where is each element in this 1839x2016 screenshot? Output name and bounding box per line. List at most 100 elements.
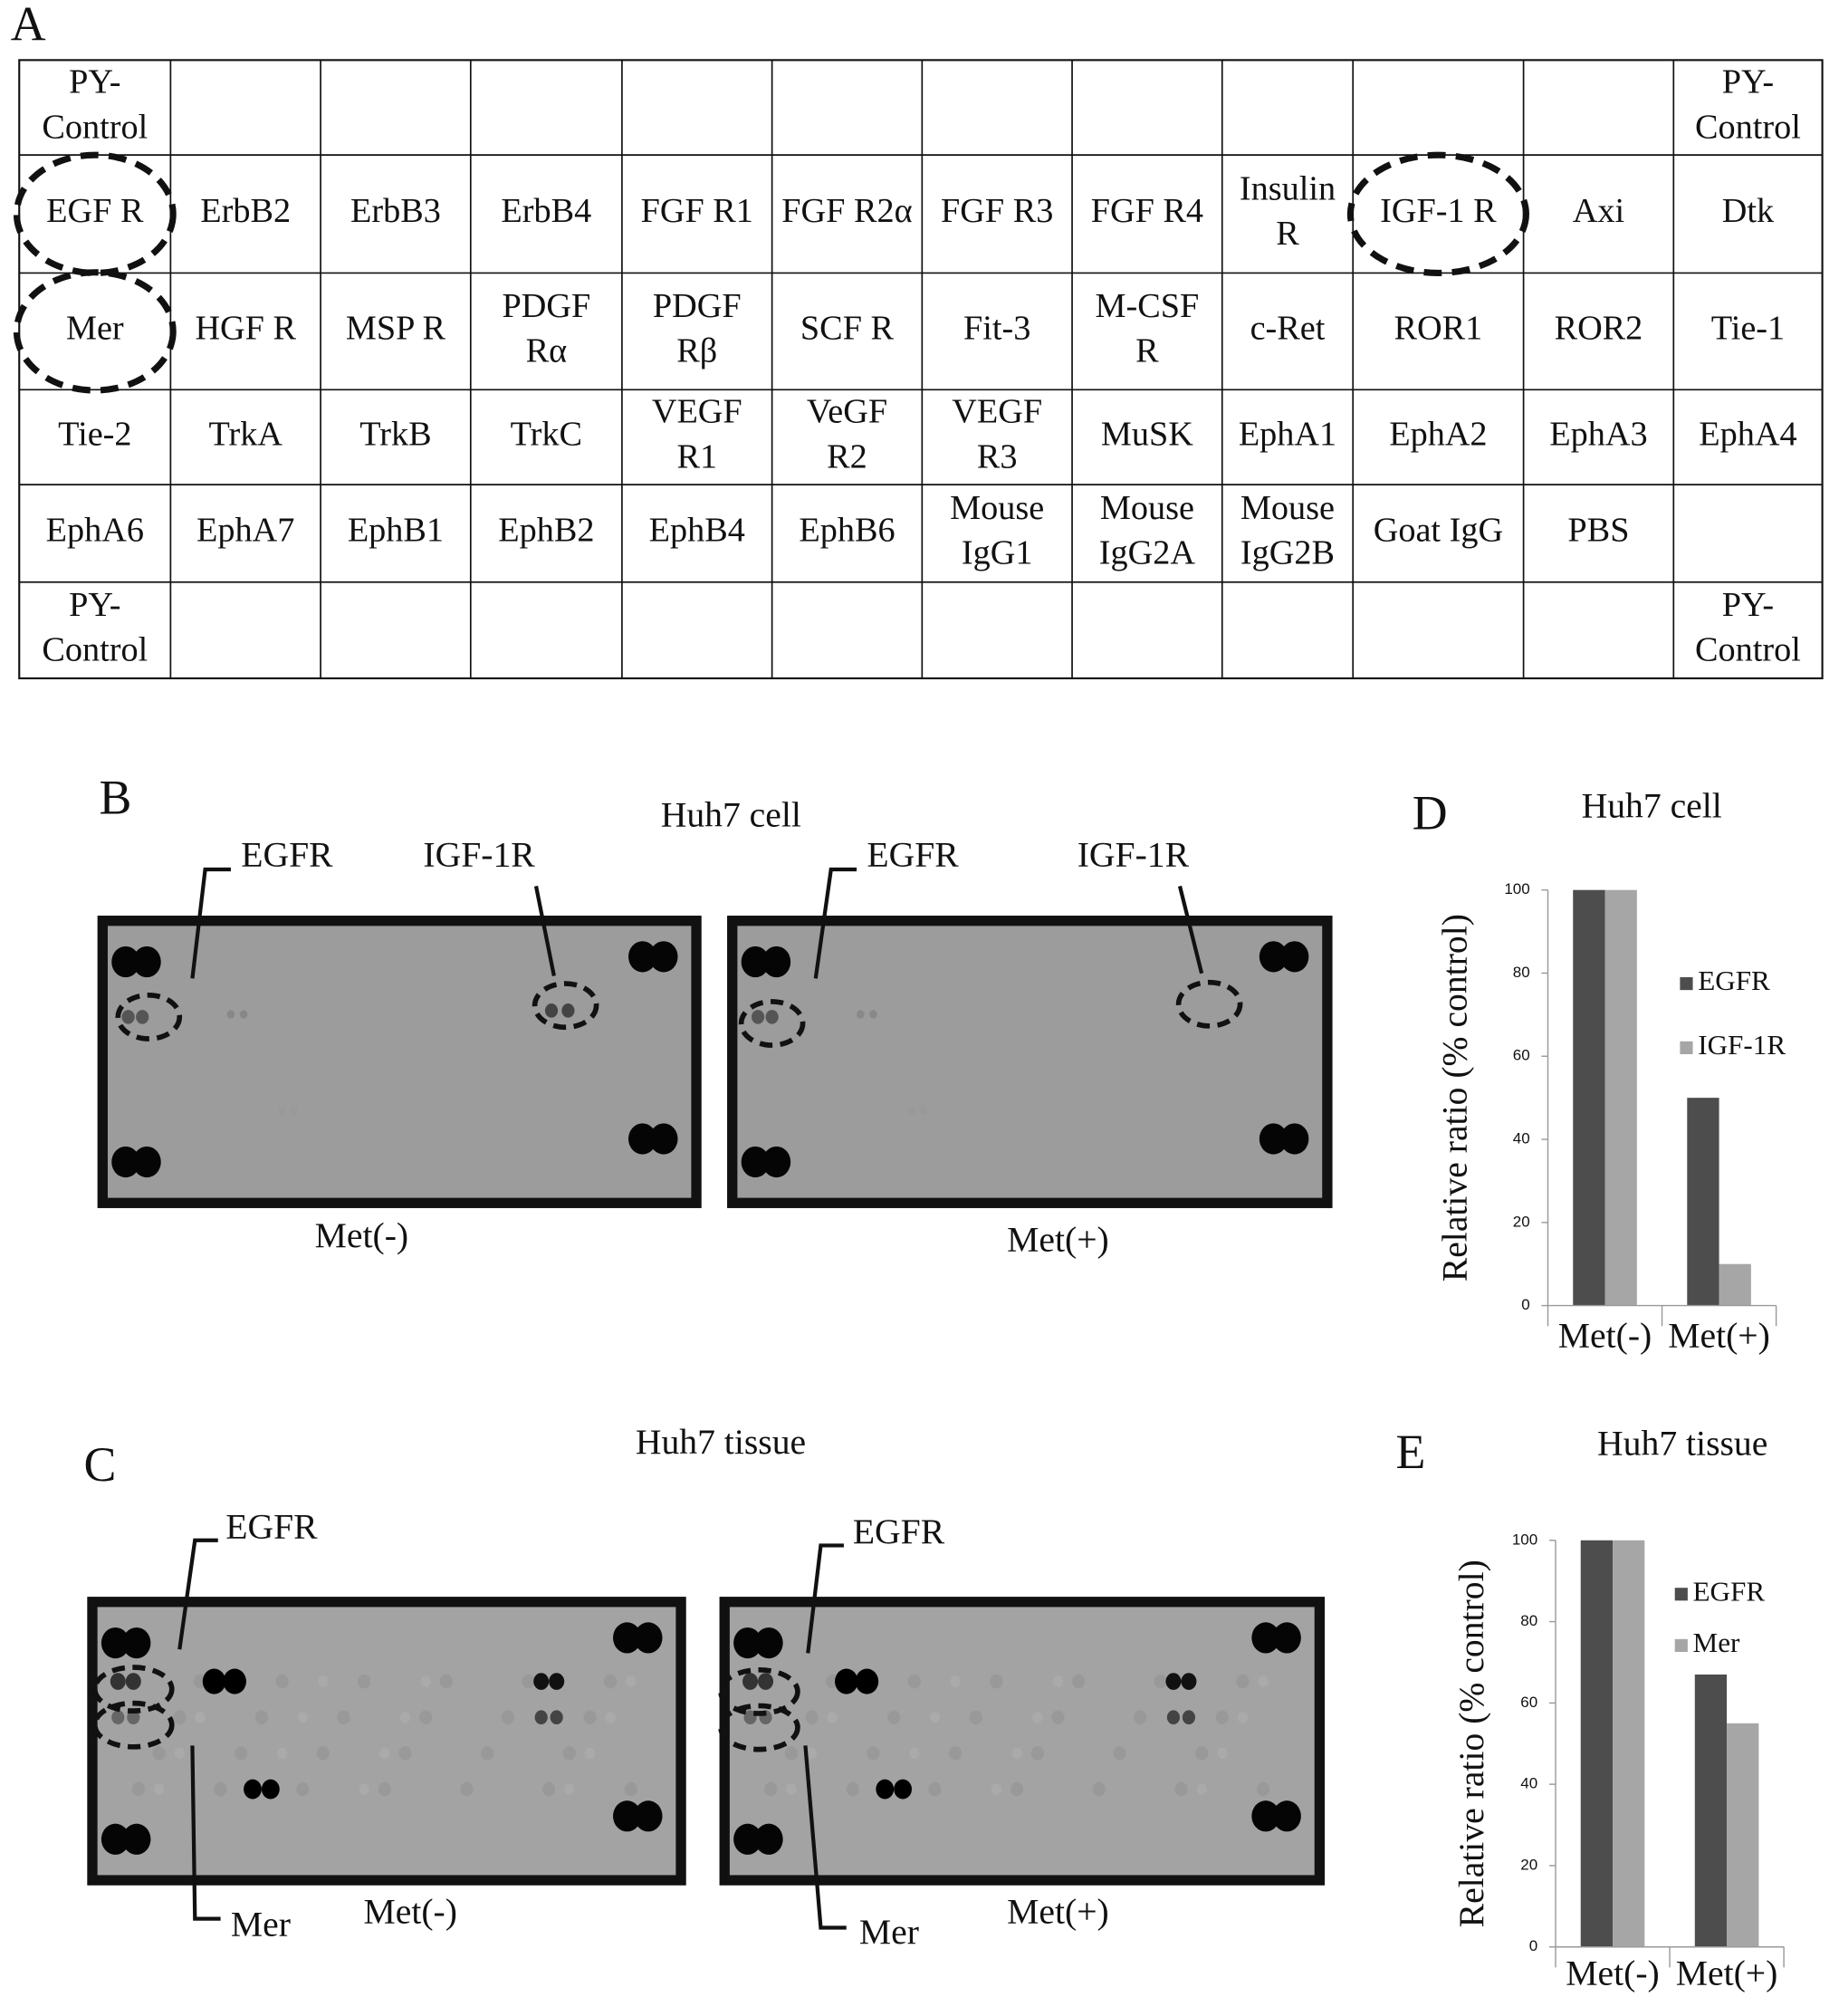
- spot: [276, 1747, 288, 1760]
- spot: [1113, 1746, 1126, 1761]
- highlight-ellipse: [13, 269, 177, 394]
- table-cell-text: Goat IgG: [1374, 512, 1503, 550]
- spot: [550, 1710, 563, 1725]
- spot: [132, 1146, 161, 1178]
- spot: [111, 1146, 140, 1178]
- blot: [727, 916, 1333, 1208]
- table-cell-text: Control: [42, 108, 148, 146]
- table-cell-text: PY-: [1722, 586, 1774, 624]
- leader-line: [806, 1543, 844, 1654]
- spot: [522, 1674, 535, 1689]
- table-cell-text: PDGF: [502, 287, 590, 325]
- spot: [949, 1746, 963, 1761]
- spot: [876, 1779, 895, 1800]
- spot: [101, 1823, 130, 1855]
- spot: [244, 1779, 262, 1800]
- spot: [1182, 1710, 1196, 1725]
- table-cell-text: ErbB4: [501, 192, 591, 230]
- table-cell-text: EphA3: [1549, 416, 1647, 454]
- spot: [1052, 1675, 1064, 1687]
- y-tick-label: 0: [1529, 1937, 1537, 1954]
- spot: [991, 1783, 1002, 1795]
- spot: [481, 1746, 494, 1761]
- highlight-ellipse: [718, 1666, 800, 1716]
- table-cell-text: IGF-1 R: [1380, 192, 1497, 230]
- table-cell-text: FGF R1: [641, 192, 753, 230]
- table-cell-text: EphA4: [1699, 416, 1796, 454]
- spot: [1272, 1622, 1301, 1654]
- table-cell-text: IgG2B: [1240, 534, 1335, 572]
- spot: [316, 1746, 330, 1761]
- spot: [1092, 1781, 1106, 1797]
- y-axis-label: Relative ratio (% control): [1451, 1560, 1491, 1927]
- table-cell-text: VEGF: [652, 393, 742, 431]
- spot: [1217, 1747, 1228, 1760]
- table-cell-text: SCF R: [800, 310, 895, 348]
- y-tick-label: 60: [1513, 1047, 1530, 1064]
- table-cell-text: EphA7: [196, 512, 294, 550]
- blot-label: IGF-1R: [1078, 834, 1190, 874]
- legend-swatch: [1674, 1588, 1688, 1601]
- condition-label: Met(+): [1007, 1891, 1109, 1931]
- spot: [131, 1781, 146, 1797]
- condition-label: Met(-): [315, 1215, 408, 1255]
- spot: [111, 946, 140, 978]
- spot: [1259, 1123, 1288, 1155]
- spot: [742, 1673, 759, 1690]
- table-cell-text: PY-: [69, 63, 120, 101]
- blot-label: EGFR: [867, 834, 959, 874]
- spot: [419, 1710, 433, 1725]
- highlight-ellipse: [738, 999, 806, 1048]
- spot: [214, 1781, 227, 1797]
- leader-line: [803, 1745, 847, 1930]
- spot: [534, 1710, 548, 1725]
- table-cell-text: FGF R4: [1091, 192, 1203, 230]
- spot: [626, 1675, 637, 1687]
- spot: [122, 1627, 151, 1659]
- table-cell-text: R: [1276, 215, 1299, 253]
- legend-label: IGF-1R: [1698, 1029, 1786, 1061]
- x-tick-label: Met(-): [1566, 1953, 1659, 1992]
- spot: [542, 1781, 556, 1797]
- blot-label: Mer: [859, 1912, 919, 1952]
- bar: [1694, 1674, 1728, 1947]
- table-cell-text: EphB2: [498, 512, 594, 550]
- spot: [544, 1003, 559, 1018]
- spot: [235, 1746, 248, 1761]
- spot: [549, 1673, 565, 1690]
- highlight-ellipse: [1346, 151, 1529, 276]
- spot: [604, 1674, 618, 1689]
- spot: [969, 1710, 982, 1725]
- spot: [634, 1800, 663, 1832]
- spot: [132, 946, 161, 978]
- spot: [754, 1823, 783, 1855]
- table-cell-text: ErbB3: [350, 192, 441, 230]
- table-cell-text: Tie-1: [1711, 310, 1785, 348]
- spot: [762, 1146, 791, 1178]
- table-cell-text: Mouse: [950, 489, 1044, 527]
- spot: [254, 1710, 269, 1725]
- spot: [378, 1781, 391, 1797]
- spot: [1072, 1674, 1086, 1689]
- spot: [1251, 1622, 1280, 1654]
- blot-label: Mer: [231, 1905, 291, 1944]
- spot: [152, 1746, 166, 1761]
- y-tick-label: 80: [1513, 964, 1530, 981]
- spot: [379, 1747, 390, 1760]
- spot: [101, 1627, 130, 1659]
- highlight-ellipse: [1175, 979, 1243, 1029]
- spot: [153, 1783, 165, 1795]
- spot: [1181, 1673, 1197, 1690]
- y-tick-label: 100: [1512, 1531, 1537, 1548]
- y-axis-label: Relative ratio (% control): [1434, 914, 1474, 1282]
- spot: [1280, 1123, 1309, 1155]
- spot: [907, 1674, 921, 1689]
- table-cell-text: Control: [42, 630, 148, 668]
- spot: [950, 1675, 961, 1687]
- table-cell-text: PDGF: [653, 287, 742, 325]
- spot: [846, 1781, 859, 1797]
- spot: [887, 1710, 901, 1725]
- y-tick-label: 40: [1513, 1130, 1530, 1147]
- spot: [928, 1781, 942, 1797]
- spot: [1032, 1711, 1043, 1723]
